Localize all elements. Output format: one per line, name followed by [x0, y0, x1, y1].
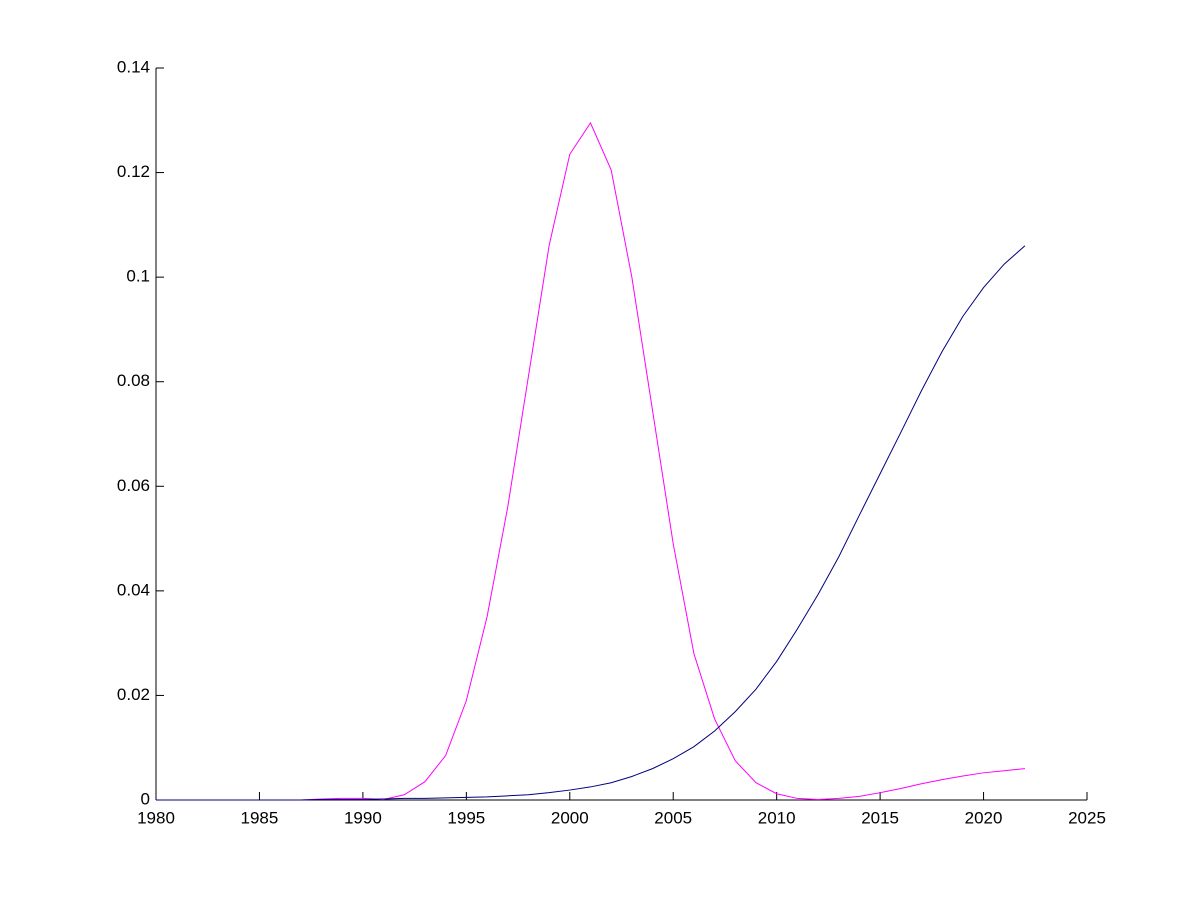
line-series: [156, 245, 1026, 801]
x-tick-label: 1995: [447, 808, 485, 827]
x-tick-label: 2000: [551, 808, 589, 827]
x-tick-label: 2025: [1068, 808, 1106, 827]
y-tick-label: 0.14: [117, 57, 150, 76]
y-tick-label: 0.02: [117, 685, 150, 704]
x-tick-label: 2010: [758, 808, 796, 827]
y-tick-label: 0.1: [126, 267, 150, 286]
x-tick-label: 2020: [965, 808, 1003, 827]
y-tick-label: 0.08: [117, 371, 150, 390]
y-tick-label: 0.04: [117, 580, 150, 599]
x-tick-label: 1990: [344, 808, 382, 827]
y-tick-label: 0.06: [117, 476, 150, 495]
line-series: [156, 121, 1025, 801]
x-tick-label: 2015: [861, 808, 899, 827]
y-tick-label: 0: [141, 789, 150, 808]
x-tick-label: 1985: [241, 808, 279, 827]
x-tick-label: 2005: [654, 808, 692, 827]
x-tick-label: 1980: [137, 808, 175, 827]
y-tick-label: 0.12: [117, 162, 150, 181]
